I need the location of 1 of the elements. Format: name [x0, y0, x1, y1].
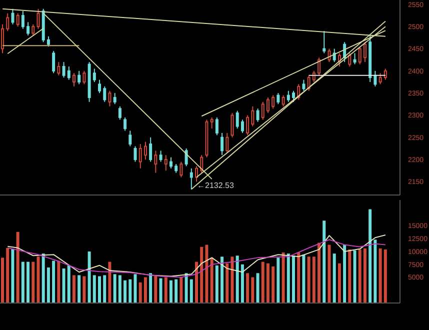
annotation: ←2132.53 — [197, 181, 234, 190]
